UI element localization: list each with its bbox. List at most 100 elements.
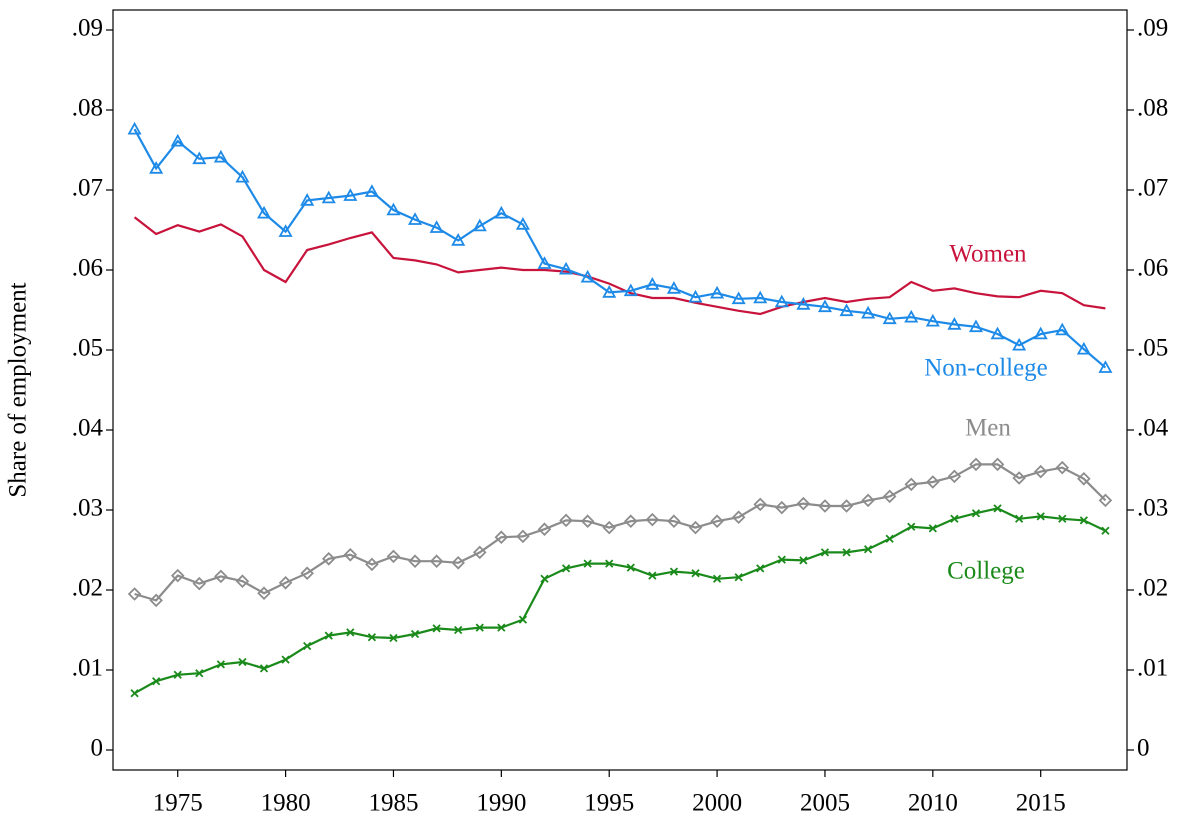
triangle-marker [602, 285, 617, 298]
diamond-marker [300, 566, 314, 580]
x-marker [820, 548, 830, 557]
diamond-marker [127, 587, 142, 601]
x-marker [971, 509, 981, 518]
triangle-marker [968, 319, 984, 333]
y-tick-label: .09 [72, 15, 103, 42]
series-line [134, 463, 1107, 602]
x-tick-label: 1995 [584, 790, 634, 817]
triangle-marker [645, 277, 660, 290]
triangle-marker [839, 303, 854, 317]
diamond-marker [1055, 460, 1070, 475]
diamond-marker [645, 512, 660, 527]
x-tick-label: 1980 [261, 790, 311, 817]
diamond-marker [451, 556, 465, 570]
x-marker [863, 545, 873, 554]
x-marker [669, 567, 679, 576]
x-marker [605, 559, 614, 568]
y-tick-label: .05 [72, 335, 103, 362]
triangle-marker [753, 290, 768, 304]
y-axis-label: Share of employment [5, 282, 32, 497]
x-marker [475, 623, 484, 632]
diamond-marker [1098, 493, 1113, 508]
x-marker [195, 669, 204, 678]
diamond-marker [494, 530, 509, 544]
x-marker [950, 514, 959, 523]
triangle-marker [710, 285, 725, 299]
diamond-marker [710, 514, 724, 528]
diamond-marker [947, 469, 962, 484]
triangle-marker [321, 190, 336, 204]
y-tick-label-right: .07 [1137, 175, 1168, 202]
x-marker [152, 677, 161, 686]
x-marker [454, 625, 463, 635]
triangle-marker [817, 299, 832, 313]
triangle-marker [278, 224, 293, 237]
triangle-marker [904, 309, 919, 323]
diamond-marker [149, 593, 163, 608]
y-tick-label: 0 [91, 735, 104, 762]
series-line [133, 128, 1107, 369]
diamond-marker [731, 510, 746, 524]
diamond-marker [192, 576, 207, 591]
diamond-marker [904, 477, 919, 492]
triangle-marker [429, 220, 444, 233]
x-tick-label: 2015 [1016, 790, 1066, 817]
y-tick-label: .08 [72, 95, 103, 122]
triangle-marker [861, 305, 876, 319]
x-marker [1079, 516, 1088, 525]
series-label: College [947, 558, 1025, 585]
x-marker [130, 689, 139, 698]
y-tick-label-right: .04 [1137, 415, 1169, 442]
y-tick-label: .07 [72, 175, 103, 202]
triangle-marker [300, 193, 315, 206]
x-marker [928, 524, 937, 533]
x-tick-label: 1985 [368, 790, 418, 817]
triangle-marker [796, 297, 811, 310]
x-marker [238, 657, 247, 667]
x-marker [756, 564, 765, 573]
diamond-marker [969, 457, 983, 472]
series-label: Non-college [924, 355, 1048, 382]
x-marker [1101, 526, 1110, 535]
x-marker [281, 655, 290, 664]
x-tick-label: 2010 [908, 790, 958, 817]
y-tick-label: .06 [72, 255, 103, 282]
diamond-marker [926, 475, 940, 489]
y-tick-label-right: 0 [1137, 735, 1150, 762]
triangle-marker [515, 217, 530, 230]
diamond-marker [429, 554, 444, 568]
series-line [133, 216, 1106, 316]
triangle-marker [947, 317, 962, 330]
x-marker [518, 615, 528, 624]
diamond-marker [688, 520, 703, 535]
x-marker [259, 664, 269, 673]
triangle-marker [623, 283, 638, 297]
diamond-marker [882, 489, 897, 504]
triangle-marker [666, 281, 681, 294]
triangle-marker [1012, 337, 1027, 351]
diamond-marker [472, 545, 487, 560]
y-tick-label: .01 [72, 655, 103, 682]
diamond-marker [602, 520, 616, 535]
triangle-marker [494, 205, 509, 219]
diamond-marker [343, 548, 358, 562]
triangle-marker [1098, 360, 1113, 373]
x-marker [626, 563, 635, 572]
triangle-marker [925, 313, 940, 327]
diamond-marker [235, 574, 250, 588]
triangle-marker [1055, 322, 1070, 336]
x-tick-label: 1975 [153, 790, 203, 817]
y-tick-label-right: .05 [1137, 335, 1168, 362]
diamond-marker [775, 500, 789, 515]
x-marker [1058, 514, 1067, 523]
triangle-marker [882, 311, 897, 325]
x-marker [432, 624, 441, 633]
x-marker [842, 548, 851, 557]
diamond-marker [818, 499, 832, 513]
triangle-marker [990, 326, 1005, 340]
diamond-marker [839, 499, 854, 513]
y-tick-label: .04 [72, 415, 104, 442]
plot-frame [112, 9, 1128, 771]
